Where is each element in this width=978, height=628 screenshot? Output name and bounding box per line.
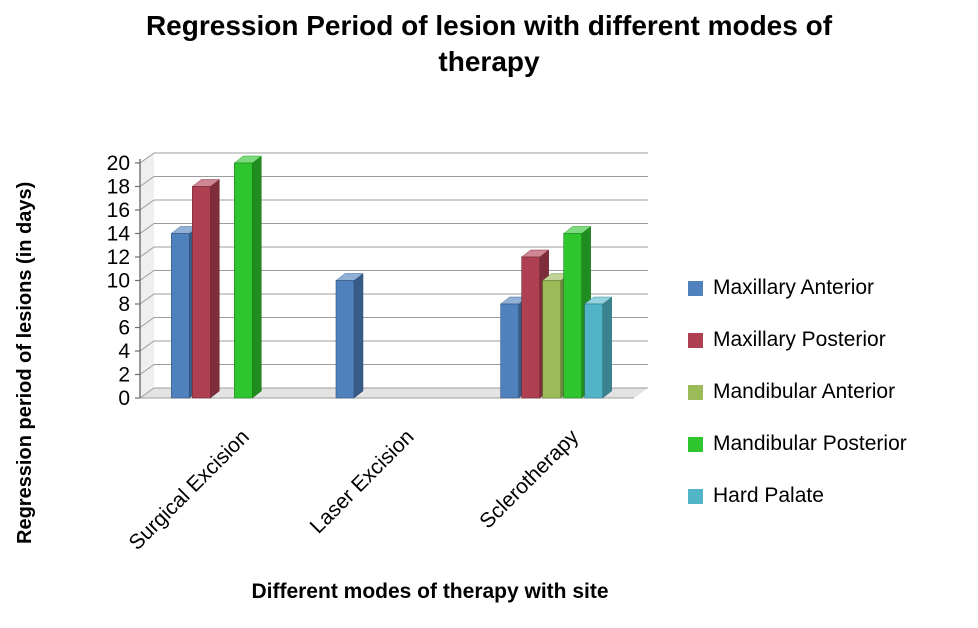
- y-tick-label: 20: [107, 152, 130, 175]
- x-category-label: Sclerotherapy: [475, 425, 583, 533]
- y-tick-label: 8: [118, 293, 130, 316]
- bar-side-face: [210, 178, 220, 399]
- legend-swatch: [688, 385, 703, 400]
- bar: [542, 280, 561, 399]
- bar: [335, 280, 355, 399]
- bar: [192, 186, 211, 399]
- legend-swatch: [688, 281, 703, 296]
- bar-side-face: [252, 155, 262, 399]
- legend-item: Maxillary Anterior: [688, 276, 907, 300]
- chart-title: Regression Period of lesion with differe…: [145, 10, 833, 78]
- y-tick-label: 16: [107, 199, 130, 222]
- legend-swatch: [688, 437, 703, 452]
- legend-swatch: [688, 489, 703, 504]
- bar: [584, 303, 603, 399]
- gridline: [139, 246, 648, 258]
- legend-label: Mandibular Posterior: [713, 432, 907, 455]
- x-category-label: Surgical Excision: [125, 425, 254, 554]
- x-axis-title: Different modes of therapy with site: [251, 580, 609, 603]
- y-tick-label: 0: [118, 387, 130, 410]
- bar: [500, 303, 519, 399]
- y-tick-label: 2: [118, 364, 130, 387]
- y-tick-label: 18: [107, 176, 130, 199]
- gridline: [139, 293, 648, 305]
- legend-label: Hard Palate: [713, 484, 824, 507]
- legend: Maxillary Anterior Maxillary Posterior Man…: [688, 276, 907, 536]
- gridline: [139, 340, 648, 352]
- legend-label: Maxillary Anterior: [713, 276, 875, 299]
- gridline: [139, 223, 648, 234]
- y-tick-label: 10: [107, 270, 130, 293]
- gridline: [139, 152, 648, 164]
- gridline: [139, 317, 648, 328]
- legend-item: Maxillary Posterior: [688, 328, 907, 352]
- bar-side-face: [602, 296, 612, 399]
- legend-label: Mandibular Anterior: [713, 380, 896, 403]
- gridline: [139, 364, 648, 375]
- legend-item: Hard Palate: [688, 484, 907, 508]
- x-category-label: Laser Excision: [306, 425, 419, 538]
- gridline: [139, 270, 648, 281]
- y-tick-label: 4: [118, 340, 130, 363]
- gridline: [139, 199, 648, 211]
- bar: [521, 256, 540, 399]
- legend-item: Mandibular Anterior: [688, 380, 907, 404]
- legend-swatch: [688, 333, 703, 348]
- legend-item: Mandibular Posterior: [688, 432, 907, 456]
- gridline: [139, 176, 648, 187]
- y-tick-label: 14: [107, 223, 131, 246]
- bar: [234, 162, 253, 399]
- bar-side-face: [353, 272, 364, 399]
- y-tick-label: 6: [118, 317, 130, 340]
- bar: [563, 233, 582, 399]
- bar: [171, 233, 190, 399]
- gridline: [139, 387, 648, 399]
- y-tick-label: 12: [107, 246, 130, 269]
- legend-label: Maxillary Posterior: [713, 328, 886, 351]
